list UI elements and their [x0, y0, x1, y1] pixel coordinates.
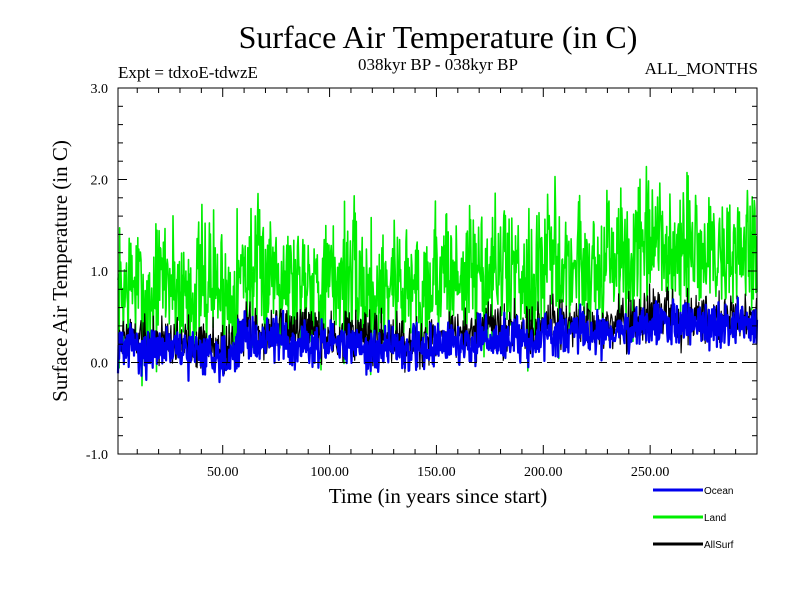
- x-tick-label: 150.00: [417, 465, 456, 480]
- y-tick-label: 1.0: [91, 265, 109, 280]
- legend: Ocean Land AllSurf: [653, 486, 734, 551]
- y-tick-label: 2.0: [91, 174, 109, 189]
- x-axis-ticks: 50.00 100.00 150.00 200.00 250.00: [136, 88, 737, 480]
- months-label: ALL_MONTHS: [645, 59, 758, 78]
- y-tick-label: -1.0: [86, 448, 108, 463]
- series-line-ocean: [116, 296, 759, 384]
- chart-title: Surface Air Temperature (in C): [239, 19, 638, 55]
- legend-label-land: Land: [704, 513, 726, 524]
- x-tick-label: 200.00: [524, 465, 563, 480]
- legend-label-allsurf: AllSurf: [704, 540, 734, 551]
- experiment-label: Expt = tdxoE-tdwzE: [118, 63, 258, 82]
- legend-label-ocean: Ocean: [704, 486, 733, 497]
- y-tick-label: 3.0: [91, 82, 109, 97]
- y-axis-label: Surface Air Temperature (in C): [48, 140, 72, 402]
- x-axis-label: Time (in years since start): [329, 484, 548, 508]
- x-tick-label: 100.00: [310, 465, 349, 480]
- series-layer: [116, 165, 759, 387]
- period-label: 038kyr BP - 038kyr BP: [358, 55, 518, 74]
- x-tick-label: 250.00: [631, 465, 670, 480]
- x-tick-label: 50.00: [207, 465, 239, 480]
- plot-area: -1.0 0.0 1.0 2.0 3.0 50.00 100.00 150.00 200.00…: [86, 82, 759, 480]
- y-axis-ticks: -1.0 0.0 1.0 2.0 3.0: [86, 82, 757, 463]
- y-tick-label: 0.0: [91, 357, 109, 372]
